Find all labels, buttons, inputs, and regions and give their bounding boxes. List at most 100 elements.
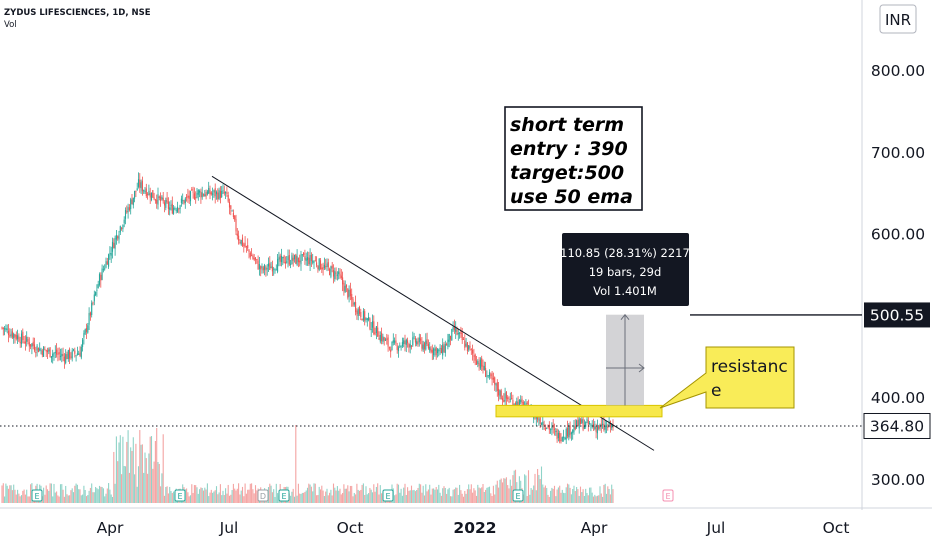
candle-body [65, 354, 67, 364]
candle-body [371, 321, 374, 328]
candle-body [578, 418, 580, 429]
resistance-callout[interactable]: resistanc e [659, 346, 795, 409]
candle-body [312, 260, 314, 263]
volume-bar [488, 486, 491, 503]
candle-body [568, 425, 570, 438]
volume-bar [102, 488, 104, 503]
volume-bar [50, 483, 52, 503]
candle-body [446, 344, 448, 346]
last-price-label: 364.80 [863, 412, 931, 439]
volume-bar [204, 487, 206, 503]
volume-bar [196, 487, 198, 503]
candle-body [460, 330, 462, 335]
volume-bar [500, 478, 502, 503]
volume-bar [464, 490, 466, 503]
event-marker-icon[interactable]: E [382, 489, 394, 502]
candle-body [465, 343, 467, 347]
volume-bar [14, 489, 16, 503]
volume-bar [148, 453, 150, 503]
volume-bar [66, 494, 68, 503]
event-marker-icon[interactable]: E [31, 489, 43, 502]
volume-bar [226, 493, 228, 503]
volume-bar [595, 496, 597, 503]
candle-body [293, 255, 296, 260]
candle-body [57, 353, 59, 355]
candle-body [564, 437, 566, 440]
volume-bar [309, 484, 311, 503]
price-range-measure[interactable] [606, 313, 645, 406]
volume-bar [353, 492, 355, 503]
currency-button[interactable]: INR [879, 4, 917, 34]
candle-body [435, 347, 437, 356]
candle-body [587, 419, 589, 425]
volume-bar [134, 474, 136, 503]
volume-bar [301, 492, 303, 503]
candle-body [605, 425, 608, 427]
candle-body [40, 349, 42, 351]
event-marker-icon[interactable]: E [278, 489, 290, 502]
candle-body [404, 340, 406, 345]
event-marker-icon[interactable]: E [174, 489, 186, 502]
candle-body [448, 334, 450, 342]
volume-bar [508, 488, 510, 503]
candle-body [10, 333, 12, 337]
volume-bar [570, 494, 572, 503]
event-marker-icon[interactable]: D [257, 489, 269, 502]
candle-body [247, 245, 249, 249]
volume-bar [247, 489, 249, 503]
candle-body [41, 350, 43, 356]
volume-bar [145, 458, 147, 503]
candle-body [470, 349, 472, 351]
volume-bar [173, 491, 175, 503]
volume-bar [299, 493, 301, 503]
svg-text:E: E [515, 492, 520, 501]
candle-body [17, 335, 19, 340]
candle-body [228, 202, 231, 208]
volume-bar [20, 495, 23, 503]
volume-bar [568, 484, 570, 503]
price-tick-label: 800.00 [871, 62, 925, 80]
candle-body [183, 200, 185, 204]
volume-bar [355, 494, 357, 503]
event-marker-icon[interactable]: E [512, 489, 524, 502]
volume-bar [482, 483, 484, 503]
price-tick-label: 700.00 [871, 144, 925, 162]
volume-bar [10, 485, 12, 503]
candle-body [563, 436, 565, 438]
candle-body [236, 233, 238, 236]
volume-bar [544, 485, 546, 503]
volume-bar [503, 478, 505, 503]
candle-body [158, 196, 160, 198]
event-marker-icon[interactable]: E [662, 489, 674, 502]
resistance-zone[interactable] [495, 404, 663, 418]
candle-body [375, 326, 377, 334]
candle-body [136, 188, 138, 191]
candle-body [119, 226, 121, 233]
candle-body [174, 208, 176, 210]
callout-line-1: resistanc [711, 357, 788, 377]
volume-bar [547, 494, 549, 503]
volume-bar [546, 487, 548, 503]
candle-body [589, 422, 591, 424]
volume-bar [325, 491, 327, 503]
volume-bar [475, 495, 478, 503]
candle-body [319, 260, 322, 270]
volume-bar [542, 484, 544, 503]
candle-body [231, 210, 233, 212]
volume-bar [483, 492, 485, 503]
volume-bar [79, 489, 81, 503]
down-trendline[interactable] [211, 175, 655, 451]
volume-bar [461, 493, 463, 503]
candle-body [28, 342, 30, 347]
volume-bar [150, 436, 153, 503]
candle-body [178, 208, 180, 210]
strategy-note[interactable]: short term entry : 390 target:500 use 50… [504, 106, 643, 211]
candle-body [482, 365, 484, 370]
price-axis[interactable]: 800.00 700.00 600.00 400.00 300.00 [871, 62, 925, 489]
candle-body [210, 192, 212, 195]
candle-body [197, 190, 199, 195]
time-axis[interactable]: Apr Jul Oct 2022 Apr Jul Oct [97, 519, 850, 537]
candle-body [592, 423, 595, 428]
